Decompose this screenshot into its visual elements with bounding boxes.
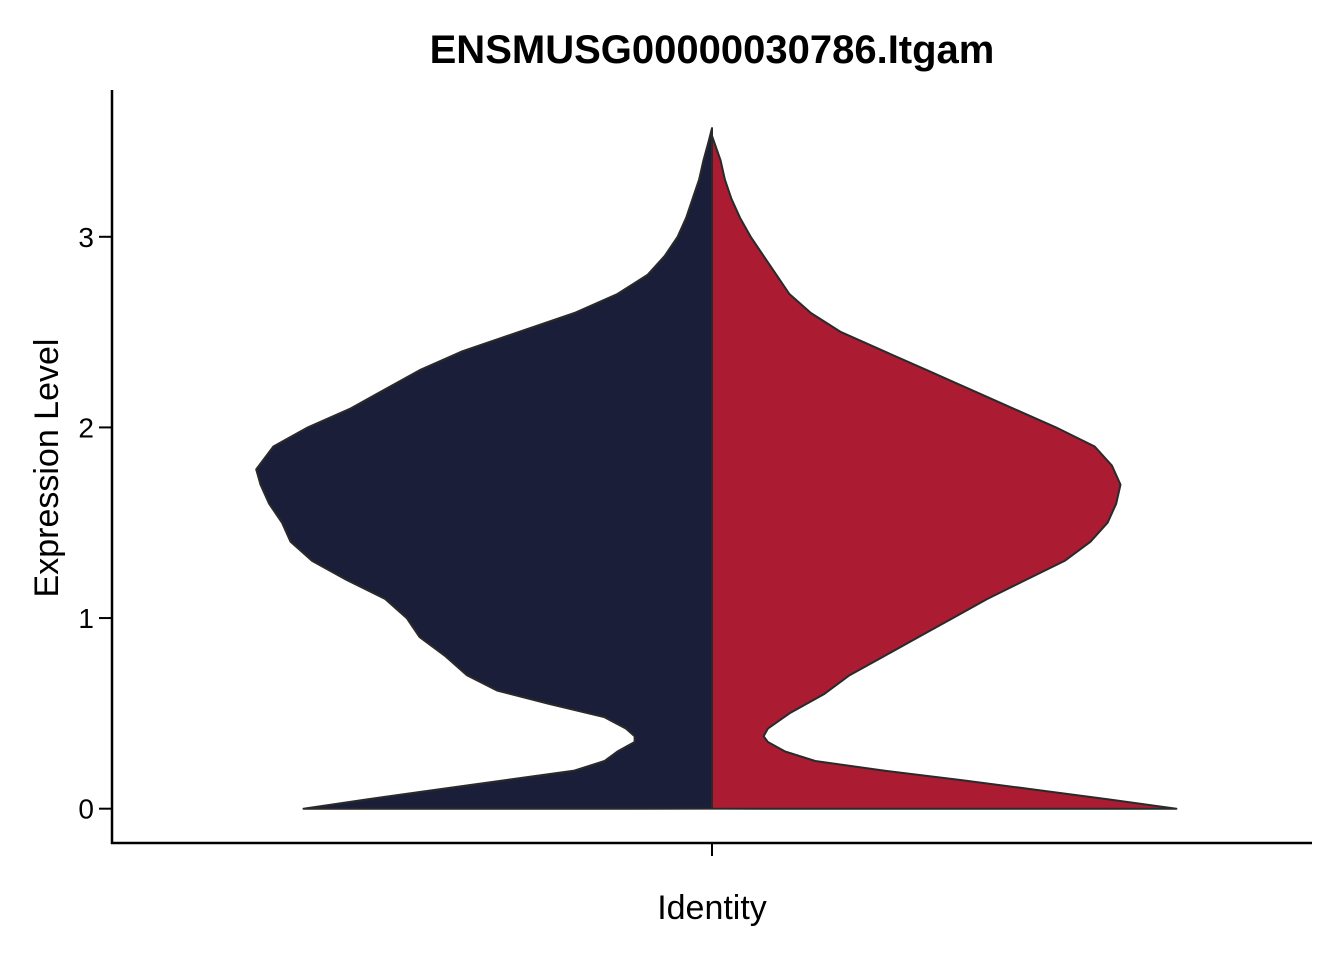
violin-half-right [711,134,1178,810]
violin-plot-area [255,127,1178,810]
y-tick-label: 0 [78,794,94,825]
y-tick-label: 2 [78,412,94,443]
x-axis-label: Identity [657,889,767,927]
violin-half-left [255,127,713,810]
y-tick-label: 1 [78,603,94,634]
y-axis-label: Expression Level [28,339,66,598]
y-tick-label: 3 [78,222,94,253]
chart-title: ENSMUSG00000030786.Itgam [430,28,995,72]
y-axis-ticks: 0 1 2 3 [78,222,112,825]
